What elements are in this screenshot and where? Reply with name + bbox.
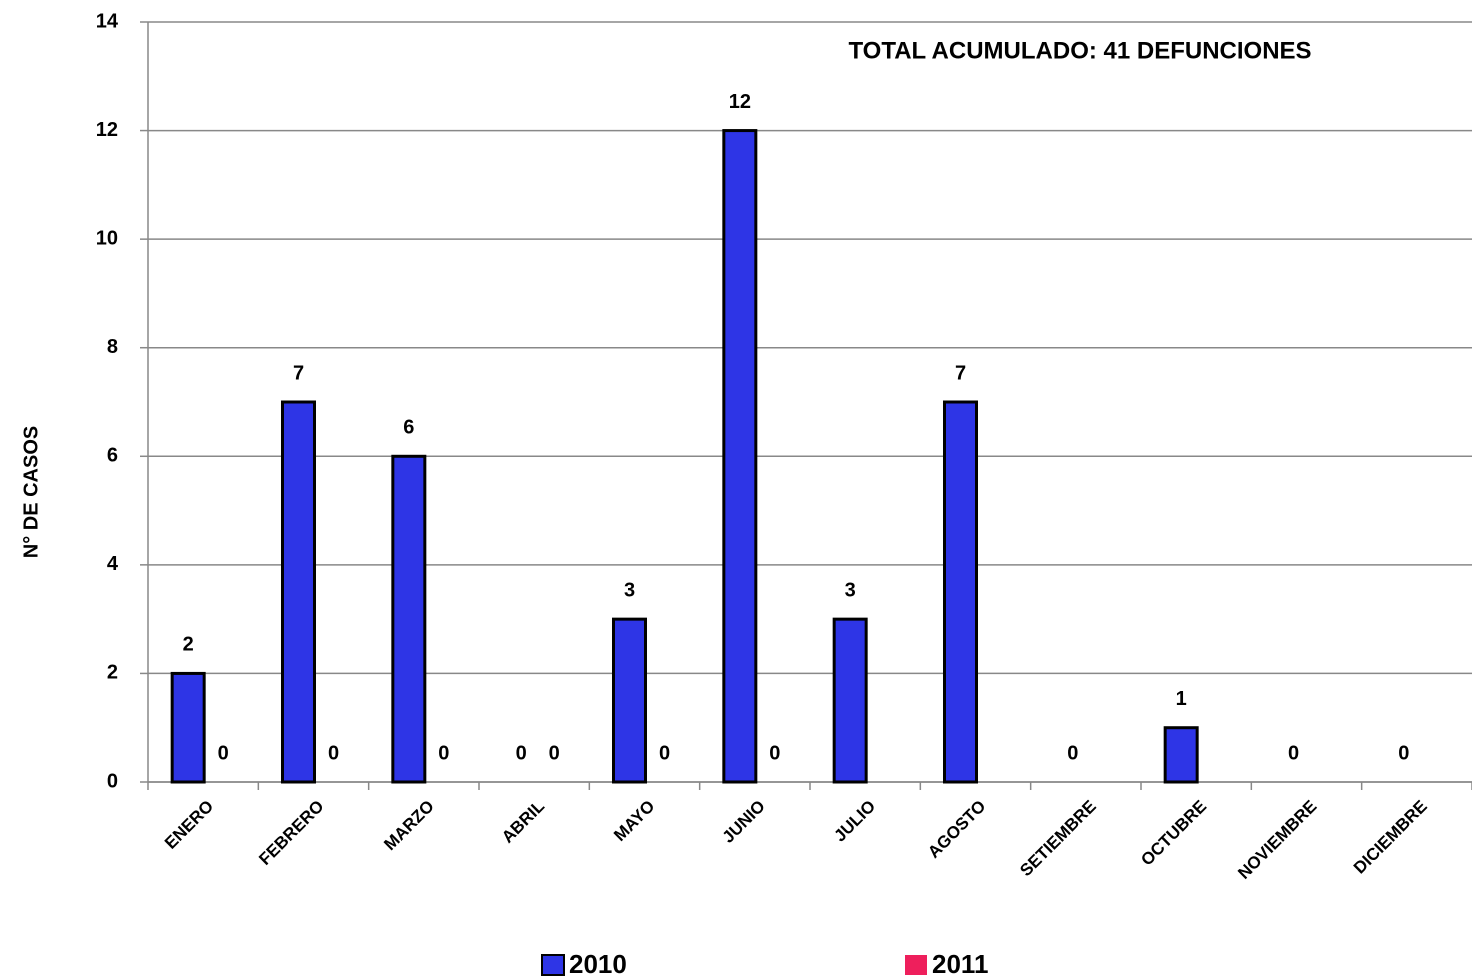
value-label: 6 bbox=[403, 417, 414, 439]
value-label: 3 bbox=[845, 579, 856, 601]
y-tick-label: 8 bbox=[107, 336, 118, 358]
x-tick-label: JUNIO bbox=[719, 797, 769, 847]
value-label: 0 bbox=[769, 742, 780, 764]
value-label: 0 bbox=[328, 742, 339, 764]
bar bbox=[943, 400, 978, 784]
bar bbox=[612, 617, 647, 784]
value-label: 7 bbox=[955, 362, 966, 384]
legend-swatch bbox=[905, 955, 927, 975]
value-label: 0 bbox=[438, 742, 449, 764]
y-tick-label: 0 bbox=[107, 770, 118, 792]
value-label: 3 bbox=[624, 579, 635, 601]
x-tick-label: AGOSTO bbox=[924, 797, 989, 862]
value-label: 2 bbox=[183, 634, 194, 656]
value-label: 0 bbox=[1067, 742, 1078, 764]
bar bbox=[170, 671, 206, 784]
value-label: 0 bbox=[1288, 742, 1299, 764]
bar bbox=[722, 129, 758, 784]
x-tick-label: SETIEMBRE bbox=[1016, 797, 1100, 881]
annotation: TOTAL ACUMULADO: 41 DEFUNCIONES bbox=[848, 37, 1311, 64]
value-label: 1 bbox=[1176, 688, 1187, 710]
value-label: 0 bbox=[218, 742, 229, 764]
value-label: 0 bbox=[1398, 742, 1409, 764]
x-tick-label: ENERO bbox=[161, 797, 217, 853]
legend-swatch bbox=[541, 954, 565, 976]
x-tick-label: DICIEMBRE bbox=[1350, 797, 1431, 878]
y-tick-label: 6 bbox=[107, 445, 118, 467]
value-label: 0 bbox=[659, 742, 670, 764]
bar bbox=[391, 454, 427, 784]
value-label: 0 bbox=[516, 742, 527, 764]
value-label: 0 bbox=[549, 742, 560, 764]
bar bbox=[832, 617, 868, 784]
value-label: 12 bbox=[729, 91, 751, 113]
y-tick-label: 2 bbox=[107, 662, 118, 684]
x-tick-label: MARZO bbox=[380, 797, 438, 855]
y-axis-label: N° DE CASOS bbox=[20, 426, 42, 558]
x-tick-label: FEBRERO bbox=[255, 797, 327, 869]
x-tick-label: MAYO bbox=[610, 797, 658, 845]
legend-label: 2010 bbox=[569, 949, 627, 979]
x-tick-label: JULIO bbox=[830, 797, 879, 846]
x-tick-label: ABRIL bbox=[498, 797, 548, 847]
bar bbox=[281, 400, 316, 784]
x-tick-label: NOVIEMBRE bbox=[1234, 797, 1320, 883]
bar bbox=[1163, 726, 1199, 784]
y-tick-label: 10 bbox=[96, 227, 118, 249]
y-tick-label: 14 bbox=[96, 10, 119, 32]
x-tick-label: OCTUBRE bbox=[1137, 797, 1210, 870]
value-label: 7 bbox=[293, 362, 304, 384]
y-tick-label: 4 bbox=[107, 553, 119, 575]
y-tick-label: 12 bbox=[96, 119, 118, 141]
legend-label: 2011 bbox=[932, 949, 988, 979]
